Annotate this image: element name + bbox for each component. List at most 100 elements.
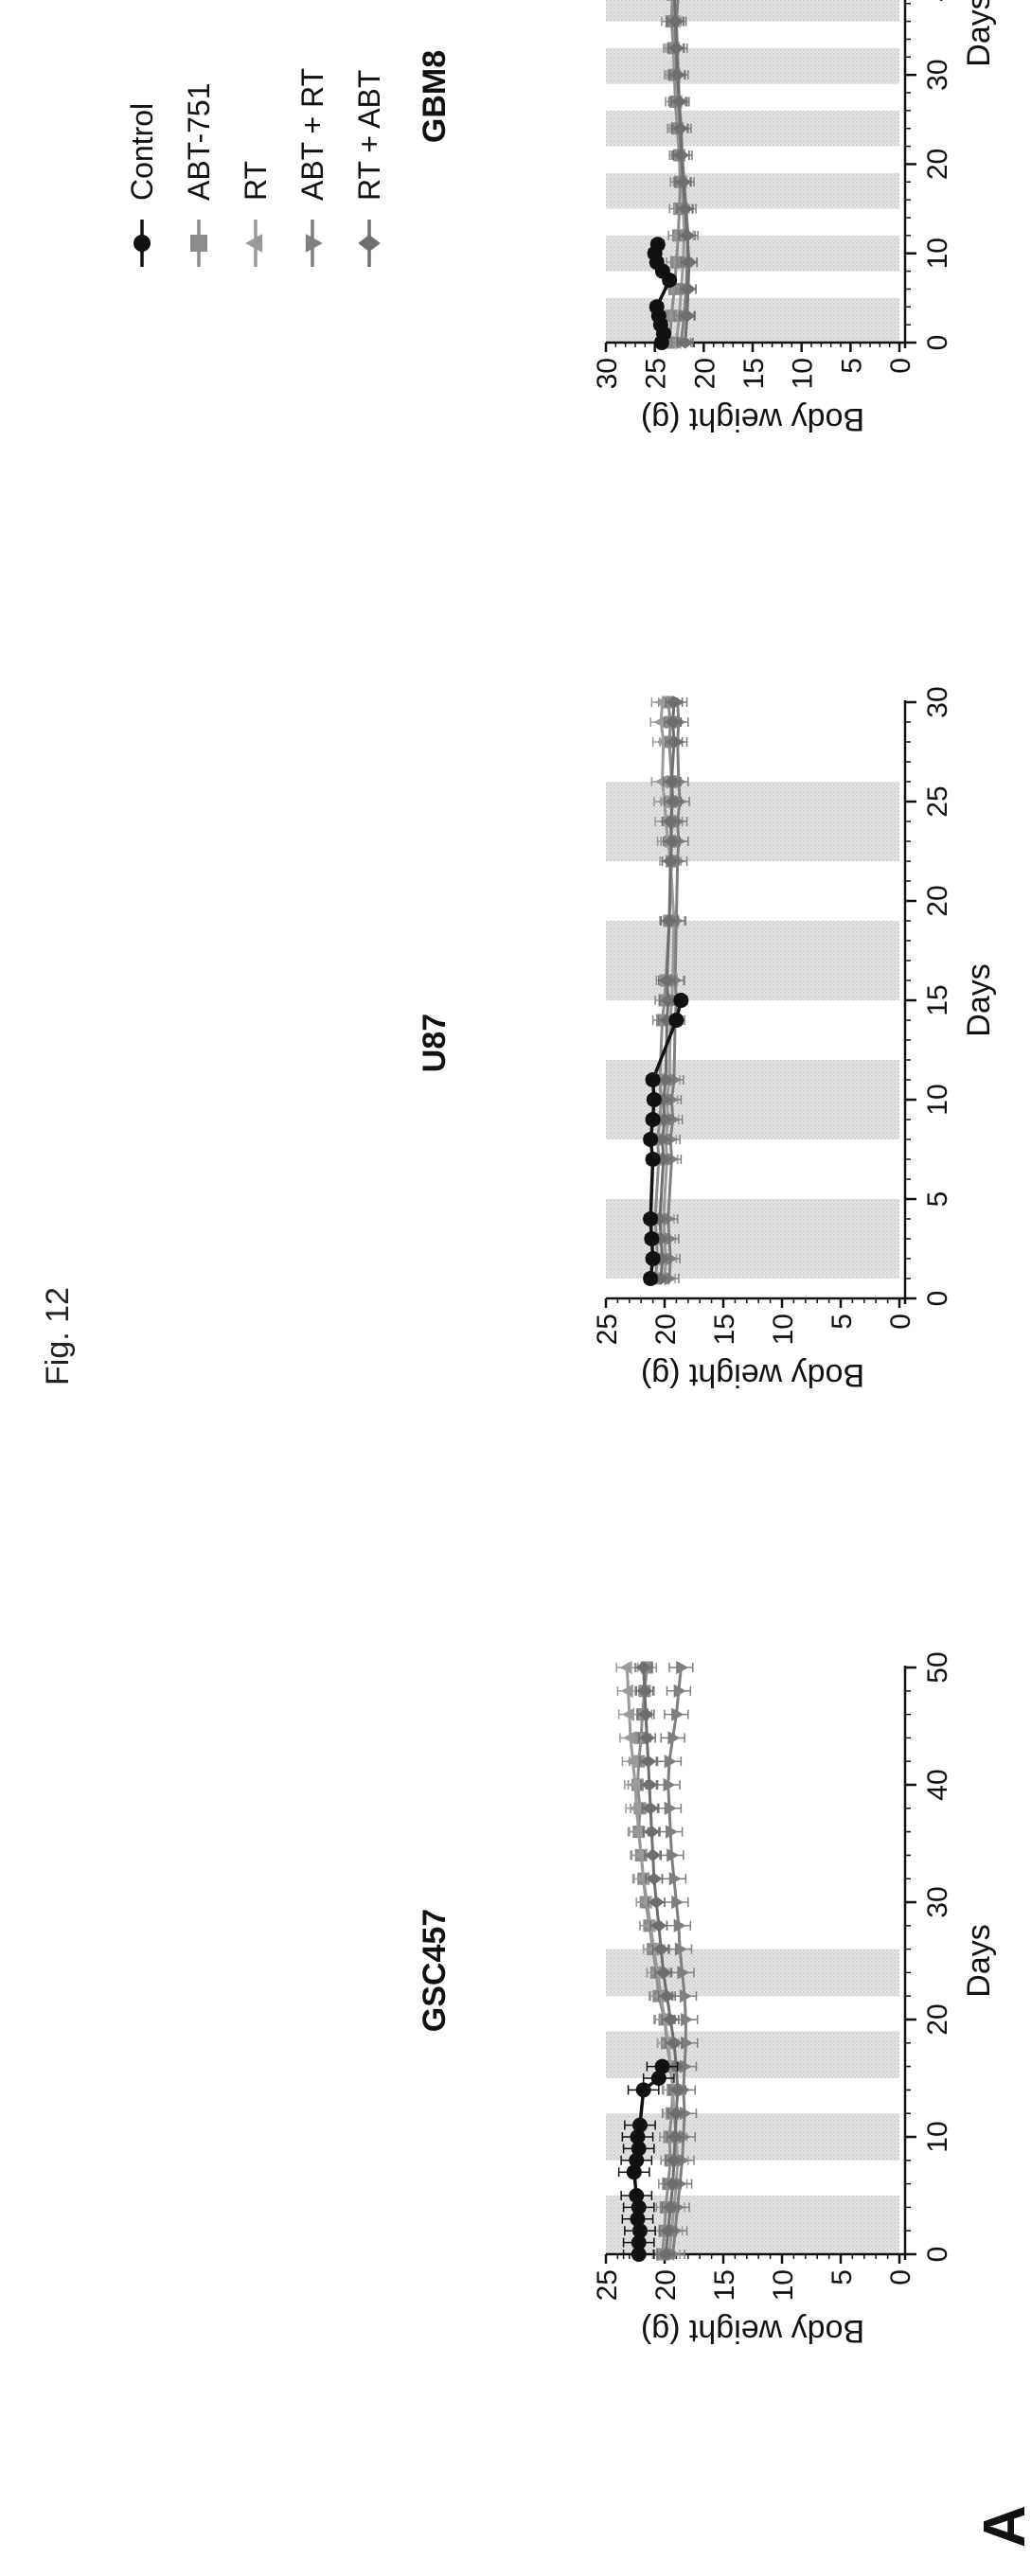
data-point	[666, 2037, 683, 2050]
data-point	[661, 914, 678, 927]
data-point	[657, 794, 670, 809]
panel-label: A	[972, 2505, 1031, 2548]
data-point	[677, 2153, 690, 2167]
data-point	[644, 1231, 660, 1246]
series-rt-abt	[665, 0, 698, 349]
treatment-band	[606, 172, 899, 209]
y-tick-label: 25	[641, 358, 672, 389]
data-point	[631, 2223, 648, 2239]
data-point	[671, 1707, 684, 1721]
y-tick-label: 25	[592, 1314, 623, 1345]
data-point	[671, 1895, 684, 1910]
x-axis-label: Days	[961, 1924, 997, 1997]
data-point	[662, 2013, 679, 2026]
y-axis-label: Body weight (g)	[641, 1357, 864, 1393]
treatment-band	[606, 2113, 899, 2161]
data-point	[637, 1708, 654, 1721]
treatment-band	[606, 921, 899, 1000]
treatment-band	[606, 110, 899, 147]
data-point	[673, 993, 689, 1008]
legend-entry: Control	[125, 103, 159, 267]
data-point	[631, 2199, 647, 2215]
treatment-band	[606, 1949, 899, 1997]
treatment-band	[606, 0, 899, 22]
data-point	[669, 973, 683, 988]
data-point	[681, 256, 698, 269]
treatment-band	[606, 2196, 899, 2254]
x-axis-label: Days	[961, 963, 997, 1036]
y-tick-label: 20	[650, 1314, 682, 1345]
data-point	[631, 2234, 647, 2250]
x-tick-label: 10	[922, 1084, 953, 1115]
chart-panel-3: GBM8051015202530010203040506070DaysBody …	[417, 0, 997, 437]
data-point	[677, 203, 694, 216]
legend-marker	[358, 235, 381, 252]
data-point	[679, 309, 696, 323]
data-point	[665, 795, 682, 808]
data-point	[679, 229, 696, 242]
treatment-band	[606, 2031, 899, 2078]
data-point	[667, 2130, 684, 2144]
y-tick-label: 5	[827, 2269, 858, 2285]
series-control	[647, 237, 678, 350]
chart-panel-2: U87 0 5 10 15 20 25 0 5 10 15 20 25 30 Days Body weight…	[417, 686, 997, 1393]
data-point	[645, 1072, 661, 1087]
data-point	[677, 1966, 690, 1980]
data-point	[663, 835, 680, 848]
data-point	[636, 1685, 653, 1698]
legend-entry: RT	[239, 161, 273, 267]
data-point	[668, 1013, 684, 1028]
data-point	[629, 2152, 645, 2168]
data-point	[633, 1848, 647, 1862]
data-point	[666, 696, 683, 709]
data-point	[666, 1132, 678, 1147]
data-point	[643, 1918, 656, 1932]
data-point	[668, 1872, 682, 1886]
series-control	[617, 2058, 679, 2262]
data-point	[631, 2117, 648, 2133]
data-point	[659, 974, 675, 987]
data-point	[666, 2154, 683, 2167]
data-point	[625, 1755, 638, 1769]
data-point	[667, 1731, 681, 1745]
data-point	[645, 1251, 661, 1266]
data-point	[674, 1942, 687, 1956]
x-tick-label: 40	[922, 1769, 953, 1800]
data-point	[635, 1661, 652, 1674]
y-axis-label: Body weight (g)	[641, 401, 864, 437]
data-point	[667, 42, 684, 55]
data-point	[659, 1014, 675, 1027]
y-tick-label: 20	[650, 2269, 682, 2301]
data-point	[631, 2247, 647, 2262]
y-tick-label: 10	[768, 2269, 799, 2301]
data-point	[628, 1777, 641, 1792]
legend: Control ABT-751 RT ABT + RT RT + ABT	[125, 68, 386, 267]
data-point	[671, 95, 687, 108]
data-point	[664, 1755, 677, 1769]
x-tick-label: 0	[922, 335, 953, 351]
legend-entry: RT + ABT	[352, 70, 386, 267]
data-point	[676, 1660, 689, 1675]
x-axis-label: Days	[961, 0, 997, 67]
data-point	[675, 175, 692, 188]
data-point	[663, 775, 680, 788]
data-point	[663, 1777, 676, 1792]
data-point	[666, 1251, 678, 1266]
legend-label: Control	[125, 103, 159, 201]
legend-entry: ABT + RT	[295, 68, 329, 267]
data-point	[667, 1848, 680, 1862]
data-point	[650, 1919, 667, 1932]
data-point	[643, 1211, 659, 1226]
y-tick-label: 15	[709, 1314, 740, 1345]
y-tick-label: 10	[768, 1314, 799, 1345]
data-point	[652, 1232, 669, 1245]
x-tick-label: 15	[922, 984, 953, 1015]
chart-panel-1: GSC457 0 5 10 15 20 25 0 10 20 30 40 50 Days Body weig…	[417, 1651, 997, 2349]
data-point	[649, 237, 666, 253]
y-tick-label: 0	[885, 358, 916, 374]
y-tick-label: 30	[592, 358, 623, 389]
x-tick-label: 25	[922, 785, 953, 817]
data-point	[654, 2058, 670, 2074]
legend-label: RT + ABT	[352, 70, 386, 201]
